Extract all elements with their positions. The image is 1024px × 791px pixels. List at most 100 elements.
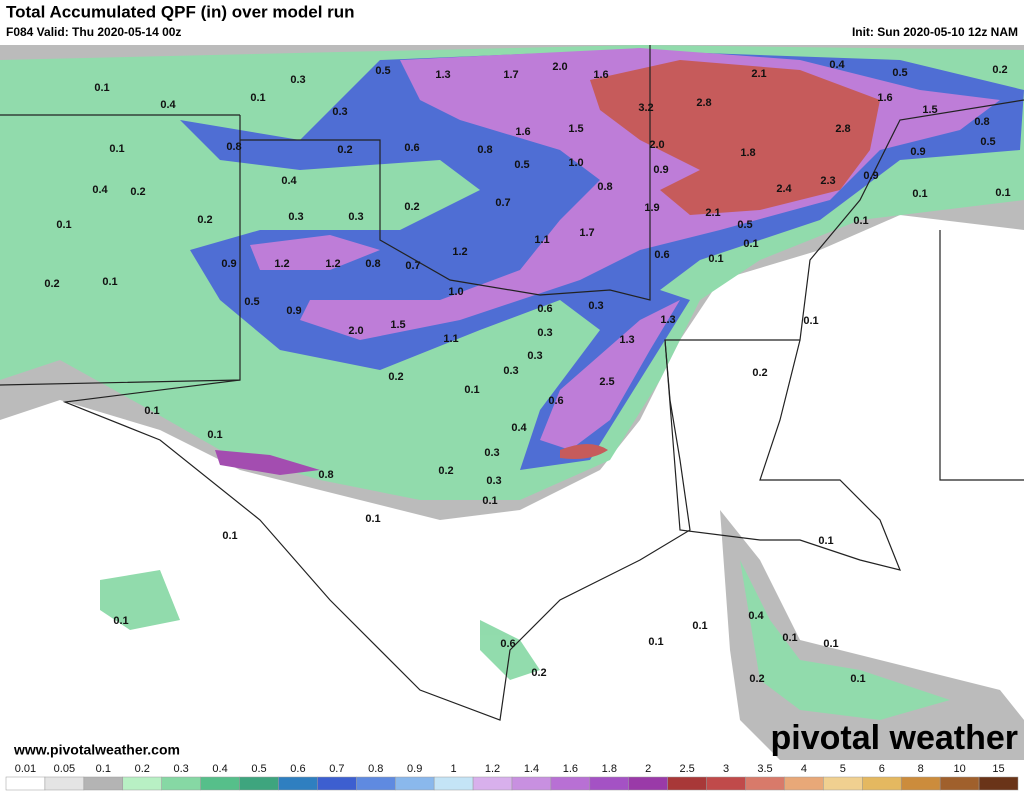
- value-label: 0.4: [748, 610, 764, 622]
- colorbar-swatch: [83, 776, 124, 791]
- value-label: 0.1: [464, 384, 479, 396]
- value-label: 0.5: [244, 296, 259, 308]
- value-label: 0.9: [221, 258, 236, 270]
- colorbar-tick-label: 1.8: [602, 763, 617, 775]
- value-label: 0.5: [375, 65, 390, 77]
- colorbar-tick-label: 5: [840, 763, 846, 775]
- value-label: 0.1: [144, 405, 159, 417]
- colorbar-swatch: [122, 776, 162, 791]
- value-label: 0.2: [404, 201, 419, 213]
- value-label: 1.7: [579, 227, 594, 239]
- colorbar-tick-label: 0.05: [54, 763, 75, 775]
- colorbar-tick-label: 0.4: [212, 763, 227, 775]
- value-label: 1.3: [435, 69, 450, 81]
- value-label: 0.6: [537, 303, 552, 315]
- colorbar-tick-label: 0.7: [329, 763, 344, 775]
- colorbar-swatch: [823, 776, 863, 791]
- value-label: 0.1: [823, 638, 838, 650]
- value-label: 0.1: [995, 187, 1010, 199]
- value-label: 0.1: [109, 143, 124, 155]
- map-value-labels: 0.1 0.4 0.1 0.3 0.5 1.3 1.7 2.0 1.6 2.1 0.4 0.5 0.2 0…: [44, 59, 1010, 685]
- colorbar-swatch: [433, 776, 474, 791]
- colorbar-swatch: [472, 776, 513, 791]
- colorbar: 0.01 0.05 0.1 0.2 0.3 0.4 0.5 0.6 0.7 0.8 0.9 1 1.2 1…: [5, 763, 1019, 791]
- colorbar-swatch: [394, 776, 435, 791]
- colorbar-swatch: [317, 776, 357, 791]
- value-label: 1.0: [568, 157, 583, 169]
- value-label: 1.6: [877, 92, 892, 104]
- value-label: 2.3: [820, 175, 835, 187]
- value-label: 0.3: [332, 106, 347, 118]
- value-label: 0.1: [853, 215, 868, 227]
- value-label: 0.8: [597, 181, 612, 193]
- value-label: 1.2: [325, 258, 340, 270]
- value-label: 0.8: [226, 141, 241, 153]
- value-label: 0.1: [708, 253, 723, 265]
- value-label: 0.4: [281, 175, 297, 187]
- colorbar-tick-label: 0.1: [96, 763, 111, 775]
- value-label: 0.4: [160, 99, 176, 111]
- value-label: 0.3: [537, 327, 552, 339]
- footer-url: www.pivotalweather.com: [13, 742, 180, 758]
- value-label: 2.4: [776, 183, 792, 195]
- value-label: 0.1: [102, 276, 117, 288]
- value-label: 0.7: [405, 260, 420, 272]
- value-label: 0.2: [531, 667, 546, 679]
- colorbar-tick-label: 0.2: [135, 763, 150, 775]
- value-label: 0.8: [365, 258, 380, 270]
- colorbar-tick-label: 0.6: [290, 763, 305, 775]
- value-label: 0.1: [207, 429, 222, 441]
- colorbar-swatch: [511, 776, 552, 791]
- colorbar-tick-label: 1: [451, 763, 457, 775]
- colorbar-swatch: [939, 776, 980, 791]
- value-label: 0.1: [818, 535, 833, 547]
- value-label: 0.3: [290, 74, 305, 86]
- colorbar-tick-label: 0.9: [407, 763, 422, 775]
- value-label: 0.2: [44, 278, 59, 290]
- colorbar-swatch: [5, 776, 46, 791]
- colorbar-tick-label: 3: [723, 763, 729, 775]
- value-label: 0.1: [648, 636, 663, 648]
- value-label: 0.8: [974, 116, 989, 128]
- value-label: 0.3: [527, 350, 542, 362]
- value-label: 2.0: [552, 61, 567, 73]
- value-label: 0.1: [912, 188, 927, 200]
- value-label: 3.2: [638, 102, 653, 114]
- value-label: 0.2: [388, 371, 403, 383]
- colorbar-swatch: [745, 776, 785, 791]
- value-label: 0.4: [829, 59, 845, 71]
- value-label: 1.2: [274, 258, 289, 270]
- value-label: 0.1: [482, 495, 497, 507]
- value-label: 0.9: [910, 146, 925, 158]
- colorbar-tick-label: 8: [918, 763, 924, 775]
- value-label: 0.4: [92, 184, 108, 196]
- value-label: 0.1: [222, 530, 237, 542]
- value-label: 0.9: [286, 305, 301, 317]
- value-label: 1.6: [593, 69, 608, 81]
- colorbar-tick-label: 1.4: [524, 763, 539, 775]
- colorbar-swatch: [667, 776, 707, 791]
- value-label: 0.2: [752, 367, 767, 379]
- colorbar-tick-label: 0.01: [15, 763, 36, 775]
- colorbar-swatch: [900, 776, 941, 791]
- value-label: 0.1: [365, 513, 380, 525]
- init-time: Init: Sun 2020-05-10 12z NAM: [852, 25, 1018, 39]
- value-label: 1.9: [644, 202, 659, 214]
- value-label: 0.3: [288, 211, 303, 223]
- colorbar-swatch: [978, 776, 1019, 791]
- colorbar-swatch: [239, 776, 279, 791]
- value-label: 1.1: [534, 234, 549, 246]
- colorbar-tick-label: 2.5: [680, 763, 695, 775]
- value-label: 2.8: [835, 123, 850, 135]
- value-label: 1.5: [568, 123, 583, 135]
- colorbar-tick-label: 0.3: [174, 763, 189, 775]
- value-label: 0.1: [113, 615, 128, 627]
- value-label: 0.3: [484, 447, 499, 459]
- value-label: 0.1: [782, 632, 797, 644]
- colorbar-tick-label: 0.8: [368, 763, 383, 775]
- value-label: 0.8: [477, 144, 492, 156]
- colorbar-tick-label: 15: [992, 763, 1004, 775]
- value-label: 0.1: [803, 315, 818, 327]
- value-label: 2.5: [599, 376, 614, 388]
